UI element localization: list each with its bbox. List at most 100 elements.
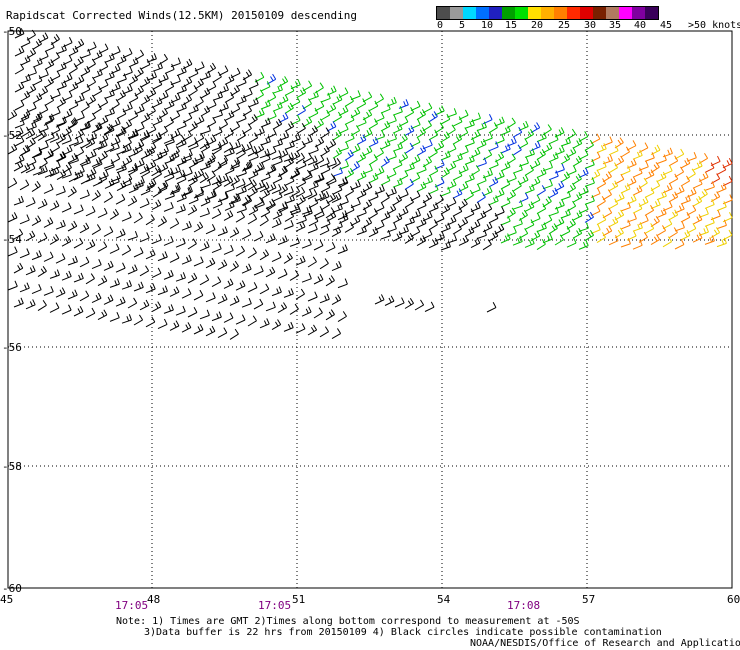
wind-barb [632, 167, 643, 178]
wind-barb [722, 157, 733, 169]
wind-barb [566, 147, 577, 158]
colorbar-label: >50 knots [688, 20, 740, 31]
wind-barb [140, 94, 151, 106]
wind-barb [356, 188, 367, 200]
wind-barb [145, 146, 156, 158]
wind-barb [542, 196, 552, 208]
wind-barb [271, 286, 282, 297]
colorbar-swatch [489, 7, 502, 19]
wind-barb [277, 268, 288, 280]
wind-barb [217, 327, 228, 339]
wind-barb [301, 272, 312, 283]
time-label: 17:05 [115, 599, 148, 612]
wind-barb [296, 140, 306, 153]
wind-barb [241, 194, 251, 206]
wind-barb [307, 188, 318, 200]
wind-barb [175, 272, 186, 282]
wind-barb [236, 112, 247, 124]
longitude-label: 54 [437, 593, 451, 606]
wind-barb [115, 194, 126, 205]
wind-barb [674, 166, 685, 178]
wind-barb [464, 208, 475, 219]
latitude-label: -60 [2, 582, 22, 595]
wind-barb [188, 194, 199, 205]
wind-barb [284, 102, 294, 114]
wind-barb [80, 48, 91, 59]
wind-barb [488, 159, 499, 170]
wind-barb [584, 195, 595, 205]
wind-barb [458, 127, 469, 138]
wind-barb [217, 192, 228, 203]
wind-barb [211, 141, 222, 152]
wind-barb [128, 92, 139, 104]
wind-barb [554, 216, 565, 228]
wind-barb [122, 84, 133, 95]
wind-barb [356, 225, 367, 236]
wind-barb [332, 167, 343, 177]
wind-barb [235, 245, 246, 257]
wind-barb [205, 257, 216, 269]
wind-barb [199, 274, 210, 286]
wind-barb [86, 94, 96, 106]
wind-barb [73, 272, 84, 283]
wind-barb [163, 133, 174, 144]
latitude-label: -52 [2, 129, 22, 142]
wind-barb [55, 253, 66, 264]
wind-barb [73, 170, 84, 181]
wind-barb [301, 238, 312, 249]
wind-barb [103, 123, 113, 135]
wind-barb [319, 326, 330, 338]
wind-barb [254, 180, 265, 191]
wind-barb [164, 81, 175, 92]
wind-barb [37, 232, 48, 244]
wind-barb [176, 102, 187, 113]
wind-barb [332, 111, 343, 123]
wind-barb [229, 260, 239, 272]
latitude-label: -54 [2, 233, 22, 246]
wind-barb [187, 272, 198, 284]
wind-barb [49, 234, 60, 245]
wind-barb [500, 178, 511, 190]
longitude-label: 60 [727, 593, 740, 606]
wind-barb [301, 205, 312, 215]
wind-barb [242, 123, 252, 135]
wind-barb [596, 161, 607, 172]
wind-barb [307, 223, 318, 234]
wind-barb [235, 211, 246, 223]
wind-barb [211, 243, 222, 254]
wind-barb [362, 91, 373, 103]
wind-barb [139, 129, 150, 141]
wind-barb [308, 197, 319, 209]
wind-barb [248, 168, 259, 180]
wind-barb [344, 132, 355, 143]
wind-barb [80, 84, 91, 95]
wind-barb [488, 195, 499, 206]
wind-barb [236, 76, 247, 88]
wind-barb [109, 278, 120, 288]
wind-barb [229, 227, 240, 238]
wind-barb [374, 147, 384, 159]
wind-barb [428, 129, 439, 141]
wind-barb [260, 81, 271, 92]
wind-barb [200, 196, 211, 207]
wind-barb [31, 113, 42, 125]
wind-barb [32, 57, 43, 68]
wind-barb [44, 167, 55, 178]
wind-barb [265, 198, 276, 210]
wind-barb [91, 156, 102, 168]
wind-barb [386, 187, 397, 197]
wind-barb [97, 275, 108, 287]
wind-barb [61, 202, 72, 213]
wind-barb [452, 133, 463, 145]
note-line-2: 3)Data buffer is 22 hrs from 20150109 4)… [144, 627, 662, 638]
wind-barb [458, 217, 469, 228]
wind-barb [374, 112, 385, 123]
wind-barb [212, 198, 223, 209]
wind-barb [518, 174, 529, 185]
wind-barb [199, 172, 209, 184]
colorbar-label: 15 [505, 20, 518, 31]
wind-barb [332, 184, 343, 195]
wind-barb [313, 307, 323, 319]
wind-barb [79, 121, 90, 132]
